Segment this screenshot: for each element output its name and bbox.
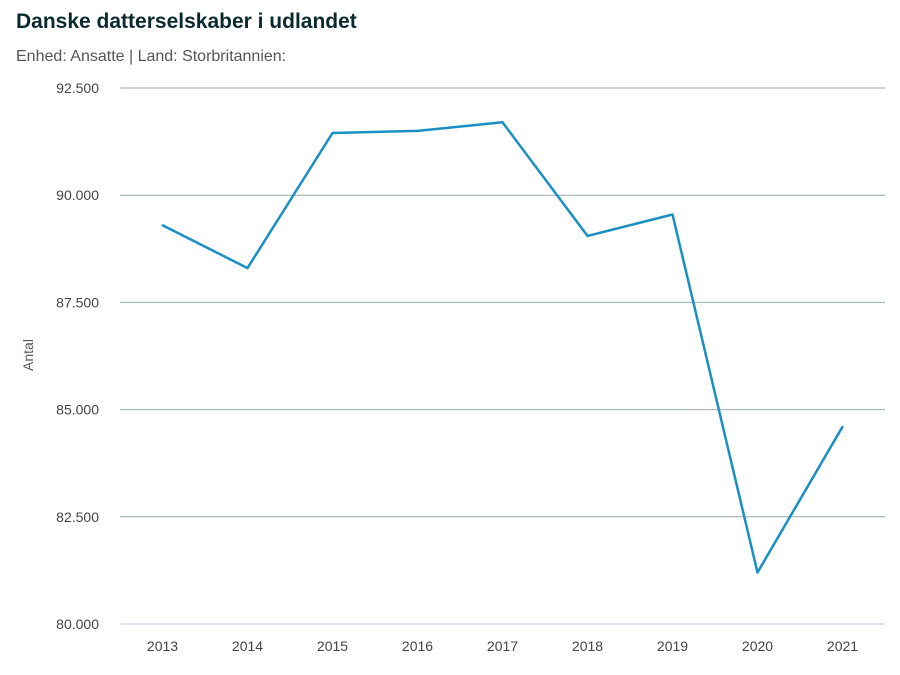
grid-lines <box>120 87 885 625</box>
data-point <box>756 571 759 574</box>
data-point <box>841 425 844 428</box>
x-tick-label: 2019 <box>657 638 688 654</box>
series-line <box>161 121 844 574</box>
x-tick-label: 2015 <box>317 638 348 654</box>
y-tick-label: 80.000 <box>56 616 99 632</box>
y-tick-label: 90.000 <box>56 187 99 203</box>
x-tick-label: 2014 <box>232 638 263 654</box>
x-tick-label: 2021 <box>827 638 858 654</box>
data-point <box>416 129 419 132</box>
chart-title: Danske datterselskaber i udlandet <box>16 10 357 33</box>
data-point <box>246 267 249 270</box>
data-point <box>671 213 674 216</box>
y-tick-label: 87.500 <box>56 294 99 310</box>
data-point <box>161 224 164 227</box>
data-point <box>331 132 334 135</box>
y-tick-label: 82.500 <box>56 509 99 525</box>
y-tick-label: 92.500 <box>56 80 99 96</box>
x-tick-label: 2013 <box>147 638 178 654</box>
y-axis-ticks: 80.000 82.500 85.000 87.500 90.000 92.500 <box>56 80 99 632</box>
x-axis-ticks: 2013 2014 2015 2016 2017 2018 2019 2020 2021 <box>147 638 858 654</box>
y-tick-label: 85.000 <box>56 402 99 418</box>
x-tick-label: 2017 <box>487 638 518 654</box>
y-axis-label: Antal <box>20 339 36 371</box>
data-point <box>501 121 504 124</box>
x-tick-label: 2018 <box>572 638 603 654</box>
x-tick-label: 2016 <box>402 638 433 654</box>
series-group <box>161 121 844 574</box>
data-point <box>586 234 589 237</box>
x-tick-label: 2020 <box>742 638 773 654</box>
chart-subtitle: Enhed: Ansatte | Land: Storbritannien: <box>16 48 287 65</box>
